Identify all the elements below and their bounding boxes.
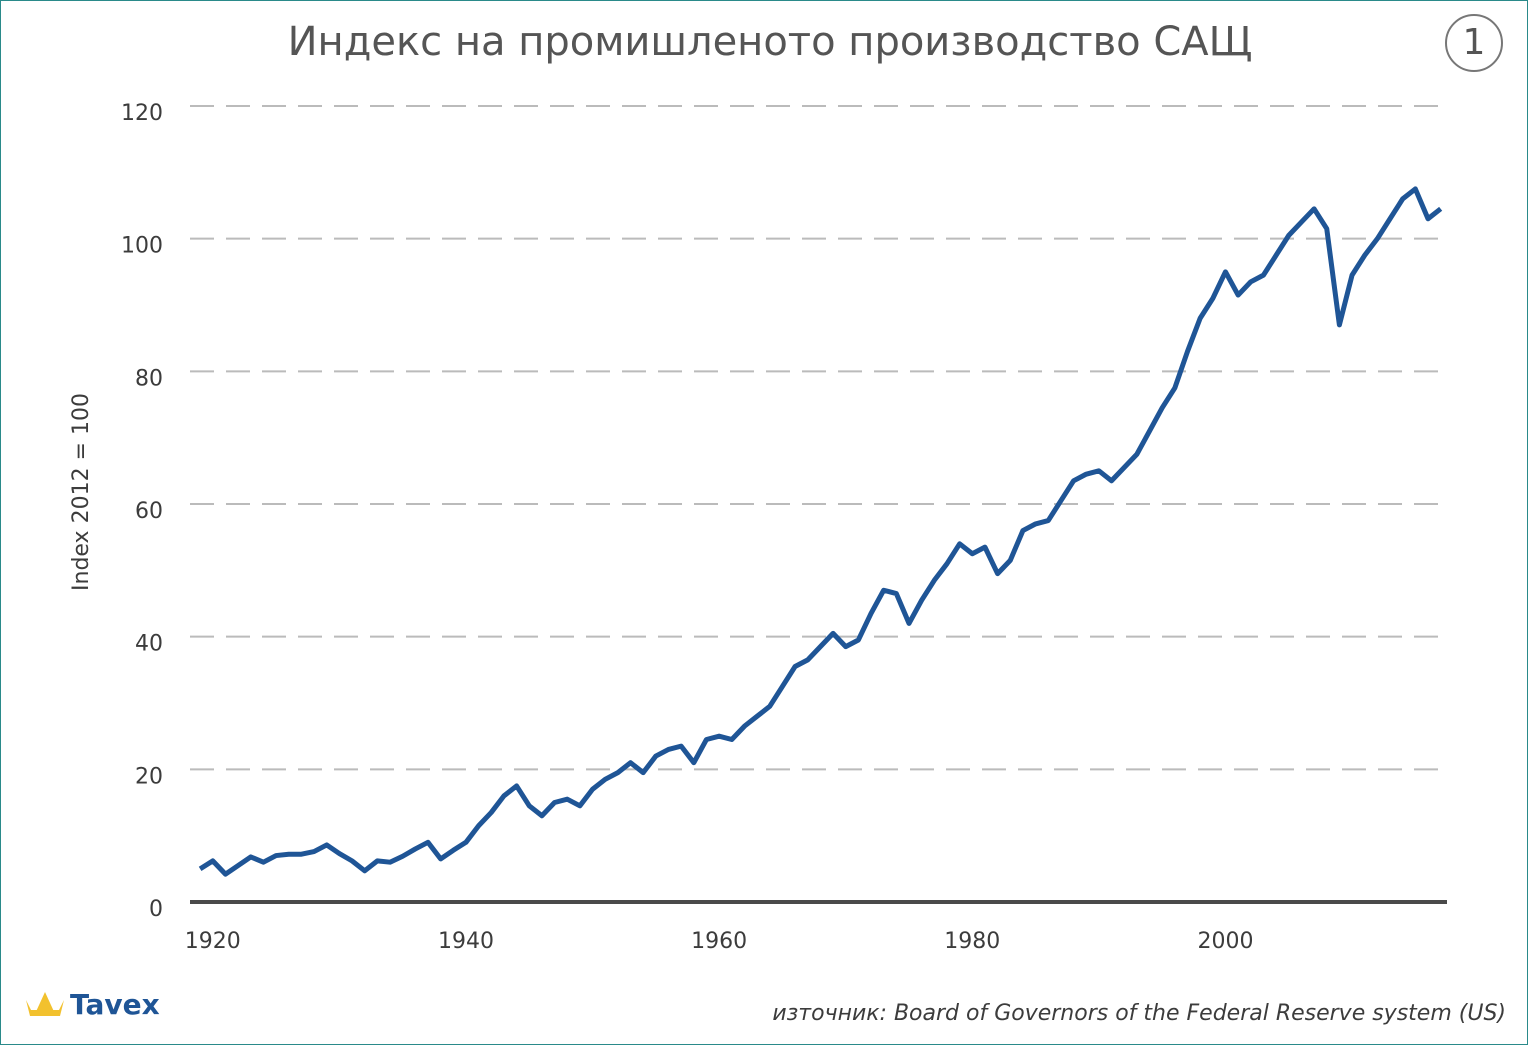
- x-tick-label: 2000: [1197, 929, 1253, 954]
- y-tick-label: 20: [135, 764, 163, 789]
- data-line: [198, 186, 1443, 877]
- y-tick-label: 40: [135, 632, 163, 657]
- source: източник: Board of Governors of the Fede…: [772, 1001, 1506, 1026]
- y-tick-label: 120: [121, 101, 163, 126]
- x-tick-label: 1920: [185, 929, 241, 954]
- x-tick-label: 1960: [691, 929, 747, 954]
- x-tick-label: 1980: [944, 929, 1000, 954]
- y-tick-label: 60: [135, 499, 163, 524]
- logo-crown: [26, 992, 64, 1016]
- badge: 1: [1463, 22, 1486, 63]
- y-tick-label: 0: [149, 897, 163, 922]
- y-tick-label: 100: [121, 234, 163, 259]
- chart-title: Индекс на промишленото производство САЩ: [288, 19, 1253, 65]
- logo: Tavex: [70, 988, 160, 1021]
- x-tick-label: 1940: [438, 929, 494, 954]
- y-axis-label: Index 2012 = 100: [69, 393, 94, 591]
- y-tick-label: 80: [135, 366, 163, 391]
- logo-crown-base: [30, 1010, 60, 1016]
- badge-circle: [1445, 14, 1503, 72]
